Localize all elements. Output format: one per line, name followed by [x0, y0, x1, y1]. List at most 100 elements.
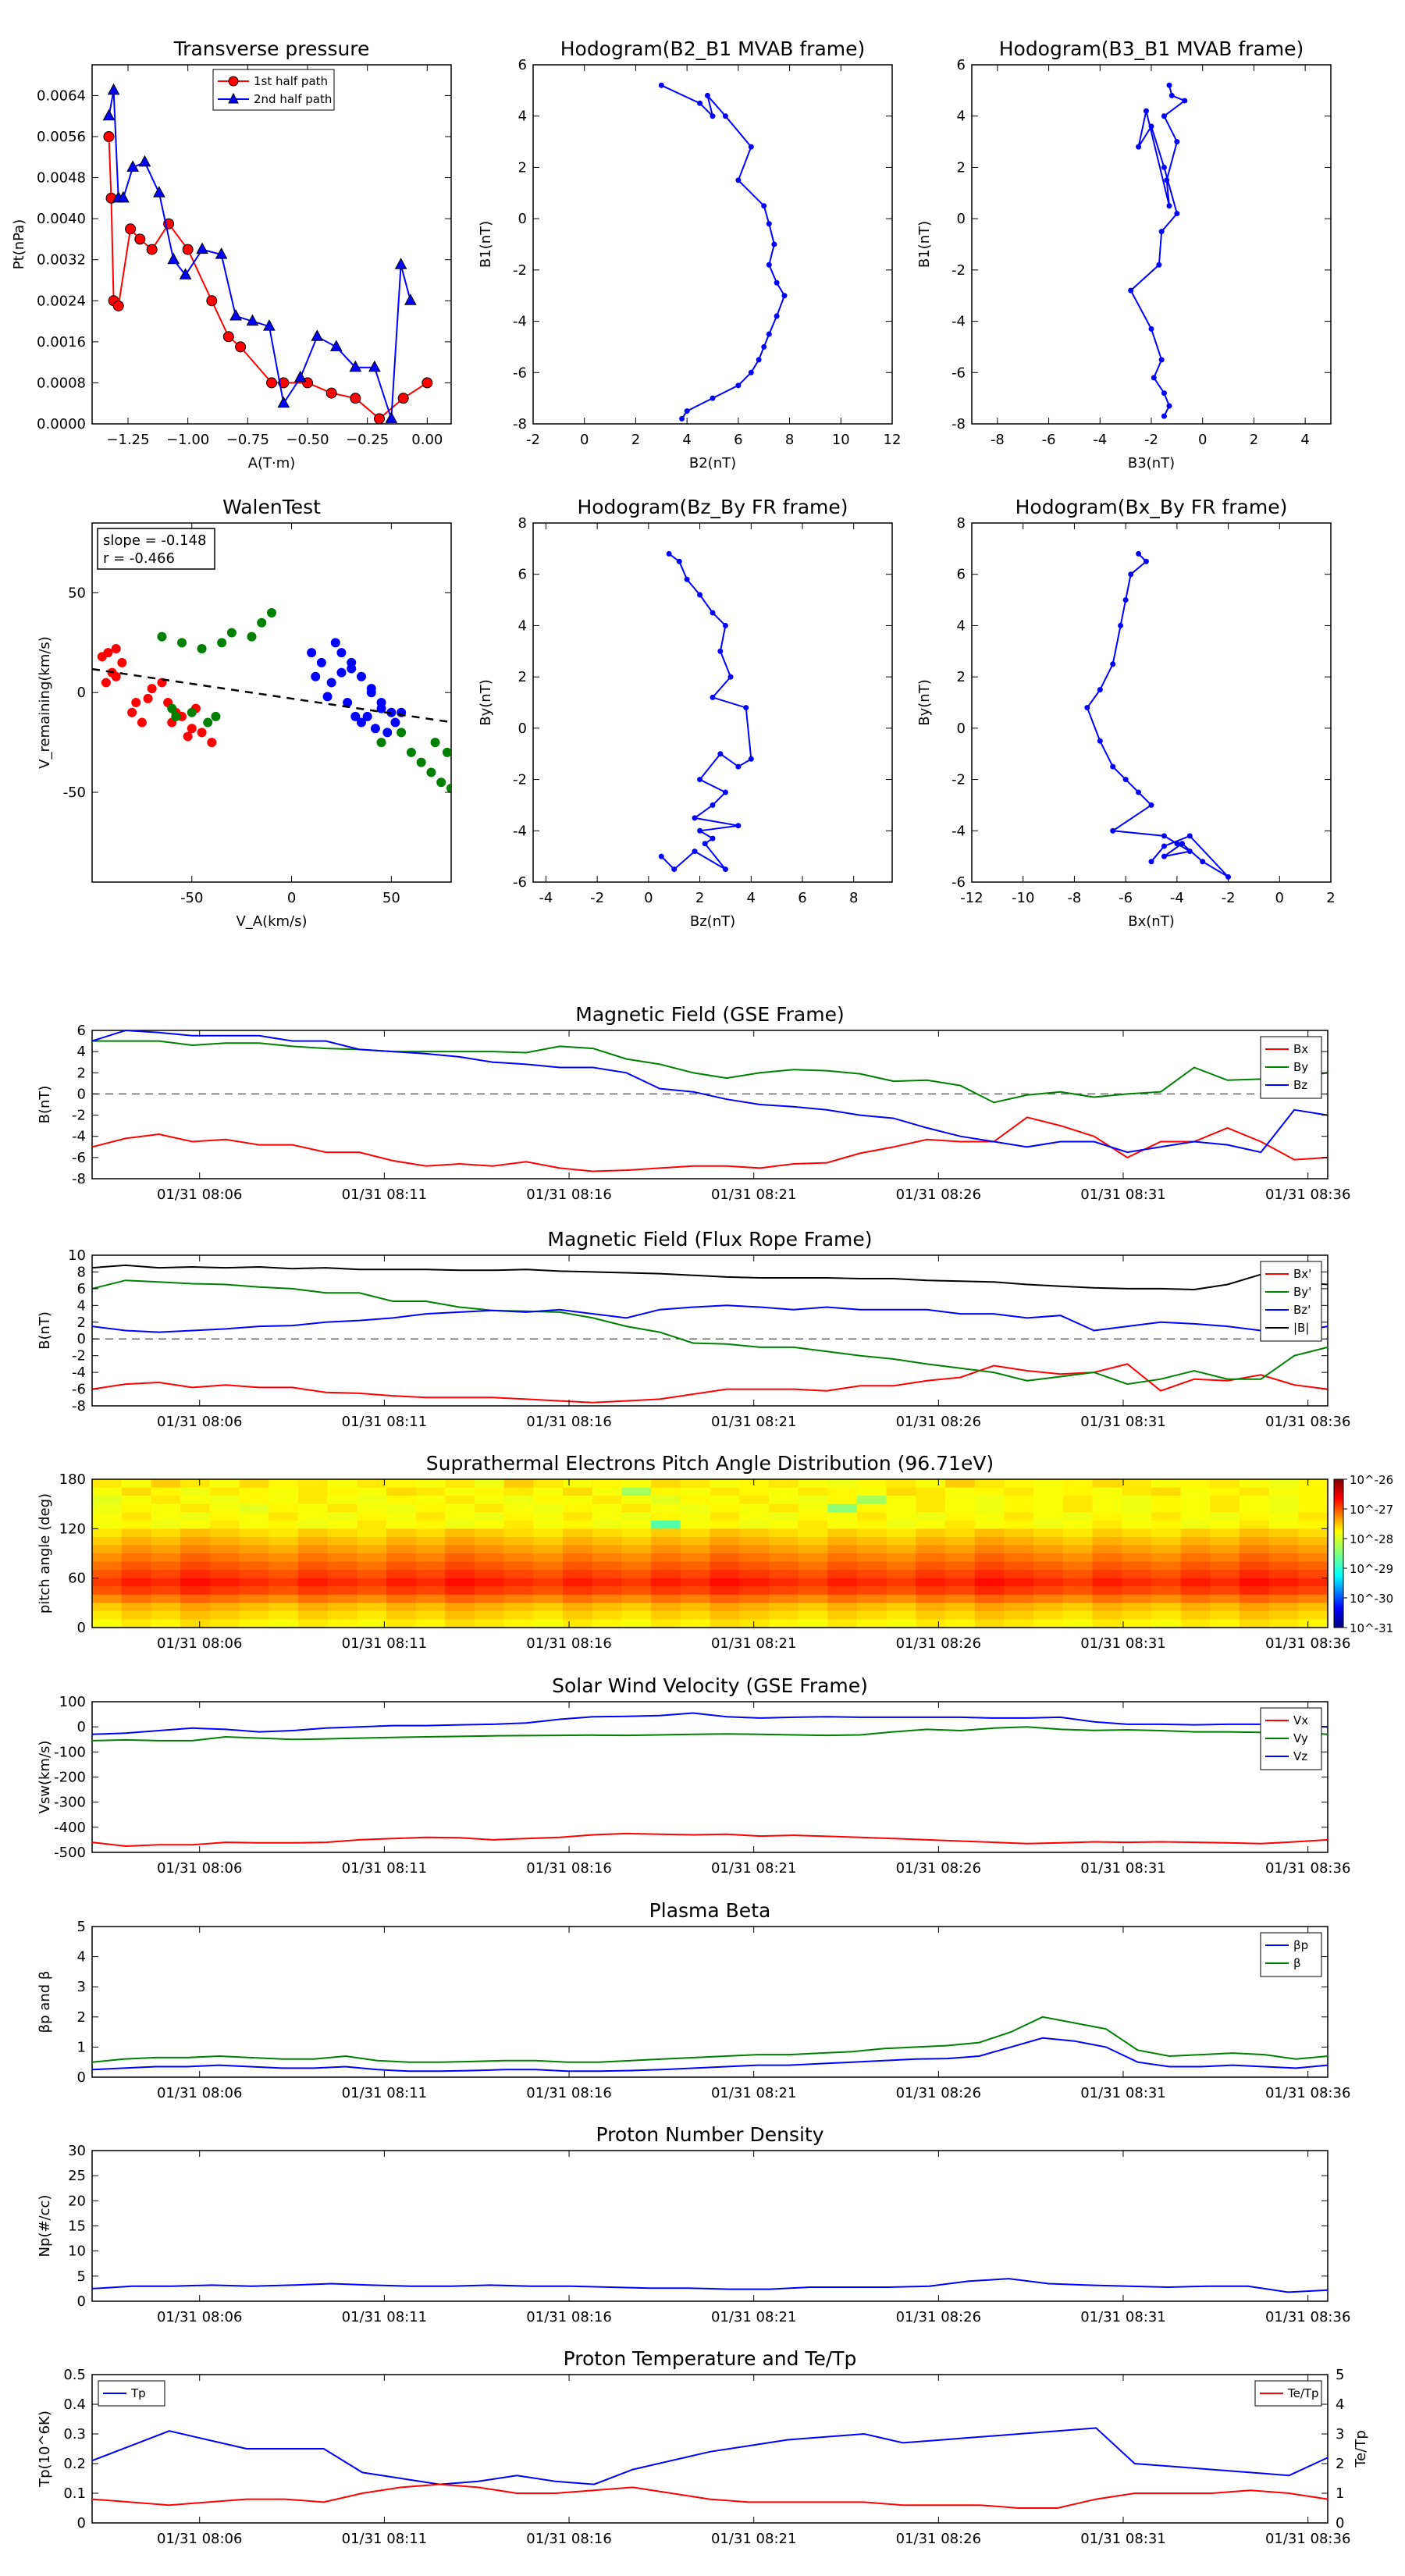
heatmap-cell	[445, 1545, 475, 1554]
heatmap-cell	[180, 1553, 211, 1563]
x-tick-label: −1.25	[106, 432, 149, 448]
time-tick-label: 01/31 08:11	[342, 1187, 427, 1203]
heatmap-cell	[474, 1561, 505, 1571]
y-tick-label: -400	[54, 1820, 86, 1836]
heatmap-cell	[886, 1479, 916, 1489]
heatmap-cell	[1268, 1594, 1299, 1603]
hodogram-bx-by-chart: -6 -4 -2 0 2 4 6 8 -12 -10 -8 -6 -4 -2 0 2 Hodogram(Bx_B…	[916, 496, 1336, 930]
scatter-point	[366, 684, 376, 694]
heatmap-cell	[1239, 1594, 1270, 1603]
y-tick-label: 6	[957, 57, 966, 73]
heatmap-cell	[1004, 1545, 1034, 1554]
scatter-point	[357, 717, 366, 728]
heatmap-cell	[621, 1503, 652, 1513]
heatmap-cell	[121, 1512, 151, 1521]
heatmap-cell	[445, 1594, 475, 1603]
heatmap-cell	[592, 1496, 623, 1505]
heatmap-cell	[886, 1619, 916, 1628]
heatmap-cell	[710, 1512, 740, 1521]
heatmap-cell	[357, 1545, 387, 1554]
heatmap-cell	[209, 1503, 240, 1513]
y-tick-label: -8	[72, 1398, 86, 1414]
y-tick-label: -4	[513, 823, 527, 839]
heatmap-cell	[121, 1570, 151, 1579]
scatter-point	[143, 693, 153, 703]
heatmap-cell	[327, 1520, 357, 1529]
data-point-triangle	[107, 83, 120, 95]
heatmap-cell	[121, 1520, 151, 1529]
y-tick-label: -8	[951, 416, 966, 432]
heatmap-cell	[180, 1561, 211, 1571]
plot-area	[102, 83, 433, 424]
heatmap-cell	[1092, 1503, 1122, 1513]
heatmap-cell	[269, 1520, 299, 1529]
heatmap-cell	[592, 1610, 623, 1621]
heatmap-cell	[474, 1520, 505, 1529]
heatmap-cell	[327, 1528, 357, 1538]
heatmap-cell	[415, 1503, 446, 1513]
heatmap-cell	[974, 1503, 1005, 1513]
series-line	[91, 1712, 1329, 1735]
colorbar-label: 10^-31	[1350, 1621, 1393, 1635]
time-tick-label: 01/31 08:31	[1080, 1635, 1165, 1652]
data-point-triangle	[394, 258, 407, 269]
data-point	[735, 763, 742, 770]
data-point	[697, 592, 703, 598]
heatmap-cell	[916, 1619, 946, 1628]
legend-label: Bx	[1293, 1042, 1308, 1056]
y-tick-label: -6	[72, 1382, 86, 1398]
heatmap-cell	[386, 1503, 417, 1513]
heatmap-cell	[1062, 1619, 1094, 1628]
plot-area	[92, 608, 451, 793]
heatmap-cell	[1298, 1503, 1329, 1513]
heatmap-cell	[269, 1528, 299, 1538]
data-point	[1148, 326, 1154, 332]
heatmap-cell	[886, 1545, 916, 1554]
y-tick-label: 100	[59, 1694, 86, 1710]
heatmap-cell	[856, 1496, 887, 1505]
legend-label: By	[1293, 1060, 1308, 1074]
series-line	[91, 2483, 1329, 2509]
heatmap-cell	[474, 1586, 505, 1596]
scatter-point	[257, 617, 267, 628]
data-point	[1166, 403, 1172, 409]
heatmap-cell	[886, 1503, 916, 1513]
heatmap-cell	[445, 1496, 475, 1505]
time-tick-label: 01/31 08:36	[1265, 2085, 1350, 2101]
y-tick-label: 10	[68, 1247, 86, 1264]
heatmap-cell	[1062, 1594, 1094, 1603]
heatmap-cell	[680, 1487, 711, 1496]
heatmap-cell	[680, 1520, 711, 1529]
y-axis-label: By(nT)	[478, 679, 494, 725]
data-point-circle	[266, 377, 277, 389]
heatmap-cell	[1298, 1586, 1329, 1596]
heatmap-cell	[1298, 1528, 1329, 1538]
x-axis-label: Bz(nT)	[690, 913, 735, 930]
data-point-triangle	[277, 396, 290, 408]
electron-pad-chart: 0 60 120 180 01/31 08:06 01/31 08:11 01/31 08:…	[37, 1452, 1393, 1652]
heatmap-cell	[1268, 1536, 1299, 1546]
hodogram-bz-by-chart: -6 -4 -2 0 2 4 6 8 -4 -2 0 2 4 6 8 Hodogram(Bz_By FR fr…	[478, 496, 893, 930]
heatmap-cell	[621, 1545, 652, 1554]
heatmap-cell	[269, 1479, 299, 1489]
data-point	[710, 113, 716, 119]
scatter-point	[430, 738, 440, 748]
right-y-tick-label: 3	[1336, 2426, 1344, 2443]
y-tick-label: -2	[513, 772, 527, 788]
data-point	[1110, 763, 1116, 770]
heatmap-cell	[1122, 1496, 1152, 1505]
heatmap-cell	[651, 1512, 681, 1521]
heatmap-cell	[1210, 1594, 1240, 1603]
heatmap-cell	[415, 1520, 446, 1529]
y-axis-label: Tp(10^6K)	[37, 2411, 53, 2488]
data-point	[717, 751, 724, 757]
heatmap-cell	[121, 1528, 151, 1538]
y-tick-label: 25	[68, 2168, 86, 2184]
heatmap-cell	[180, 1594, 211, 1603]
heatmap-cell	[297, 1553, 329, 1563]
scatter-point	[426, 767, 436, 777]
heatmap-cell	[1180, 1610, 1211, 1621]
colorbar-label: 10^-27	[1350, 1503, 1393, 1517]
heatmap-cell	[239, 1610, 269, 1621]
chart-title: Transverse pressure	[173, 37, 370, 60]
